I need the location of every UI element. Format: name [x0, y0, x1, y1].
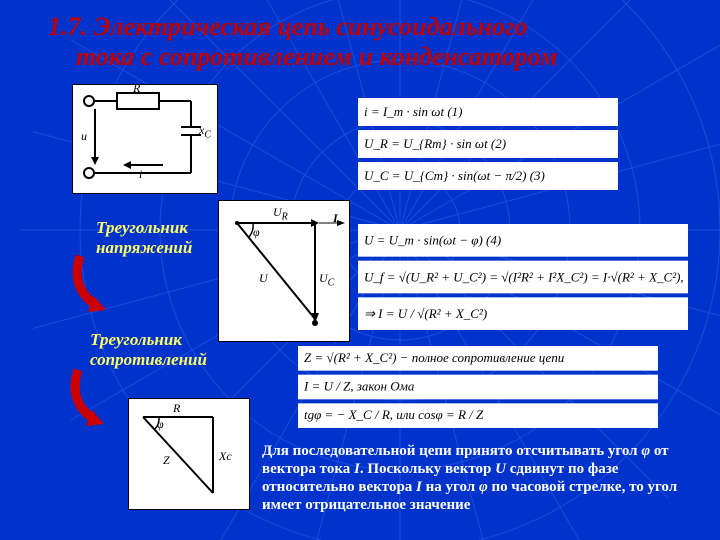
lbl1-line1: Треугольник	[96, 218, 188, 237]
vtri-I: I	[333, 211, 338, 226]
svg-text:U_R = U_{Rm} · sin ωt (2): U_R = U_{Rm} · sin ωt (2)	[364, 136, 506, 151]
svg-text:U = U_m · sin(ωt − φ) (4): U = U_m · sin(ωt − φ) (4)	[364, 233, 501, 248]
ztri-Xc: Xc	[219, 449, 232, 464]
svg-text:U_f = √(U_R² + U_C²) = √(I²R²: U_f = √(U_R² + U_C²) = √(I²R² + I²X_C²) …	[364, 269, 684, 284]
equations-block-3: Z = √(R² + X_C²) − полное сопротивление …	[298, 344, 658, 430]
circuit-schematic: R u i xC	[72, 84, 218, 194]
vtri-phi: φ	[253, 225, 260, 240]
circuit-label-u: u	[81, 129, 87, 144]
circuit-label-xc: xC	[199, 123, 211, 140]
svg-text:i = I_m · sin ωt (1): i = I_m · sin ωt (1)	[364, 104, 462, 119]
equations-block-1: i = I_m · sin ωt (1) U_R = U_{Rm} · sin ω…	[358, 96, 618, 192]
title-line2: тока с сопротивлением и конденсатором	[48, 42, 688, 72]
label-impedance-triangle: Треугольник сопротивлений	[90, 330, 207, 369]
equations-block-2: U = U_m · sin(ωt − φ) (4) U_f = √(U_R² + …	[358, 222, 688, 332]
voltage-triangle-diagram: UR φ U UC I	[218, 200, 350, 342]
impedance-triangle-diagram: R φ Z Xc	[128, 398, 250, 510]
vtri-UR: UR	[273, 205, 288, 222]
svg-text:tgφ = − X_C / R, или cos: tgφ = − X_C / R, или cosφ = R / Z	[304, 407, 484, 422]
title-line1: 1.7. Электрическая цепь синусоидального	[48, 12, 528, 41]
svg-text:Z = √(R² + X_C²) − полное с: Z = √(R² + X_C²) − полное сопротивление …	[304, 350, 565, 365]
ztri-Z: Z	[163, 453, 170, 468]
curved-arrow-2	[70, 366, 130, 426]
curved-arrow-1	[72, 252, 132, 312]
footnote-text: Для последовательной цепи принято отсчит…	[262, 442, 682, 514]
circuit-label-i: i	[139, 167, 142, 182]
svg-text:U_C = U_{Cm} · sin(ωt − π/2): U_C = U_{Cm} · sin(ωt − π/2) (3)	[364, 168, 545, 183]
ztri-R: R	[173, 401, 180, 416]
vtri-UC: UC	[319, 271, 334, 288]
ztri-phi: φ	[157, 417, 164, 432]
svg-text:⇒ I = U / √(R² + X_C²): ⇒ I = U / √(R² + X_C²)	[364, 306, 487, 321]
circuit-label-R: R	[133, 81, 140, 96]
vtri-U: U	[259, 271, 268, 286]
svg-text:I = U / Z, закон Ома: I = U / Z, закон Ома	[303, 378, 415, 393]
circuit-svg	[73, 85, 217, 193]
lbl2-line1: Треугольник	[90, 330, 182, 349]
slide-title: 1.7. Электрическая цепь синусоидального …	[48, 12, 688, 72]
